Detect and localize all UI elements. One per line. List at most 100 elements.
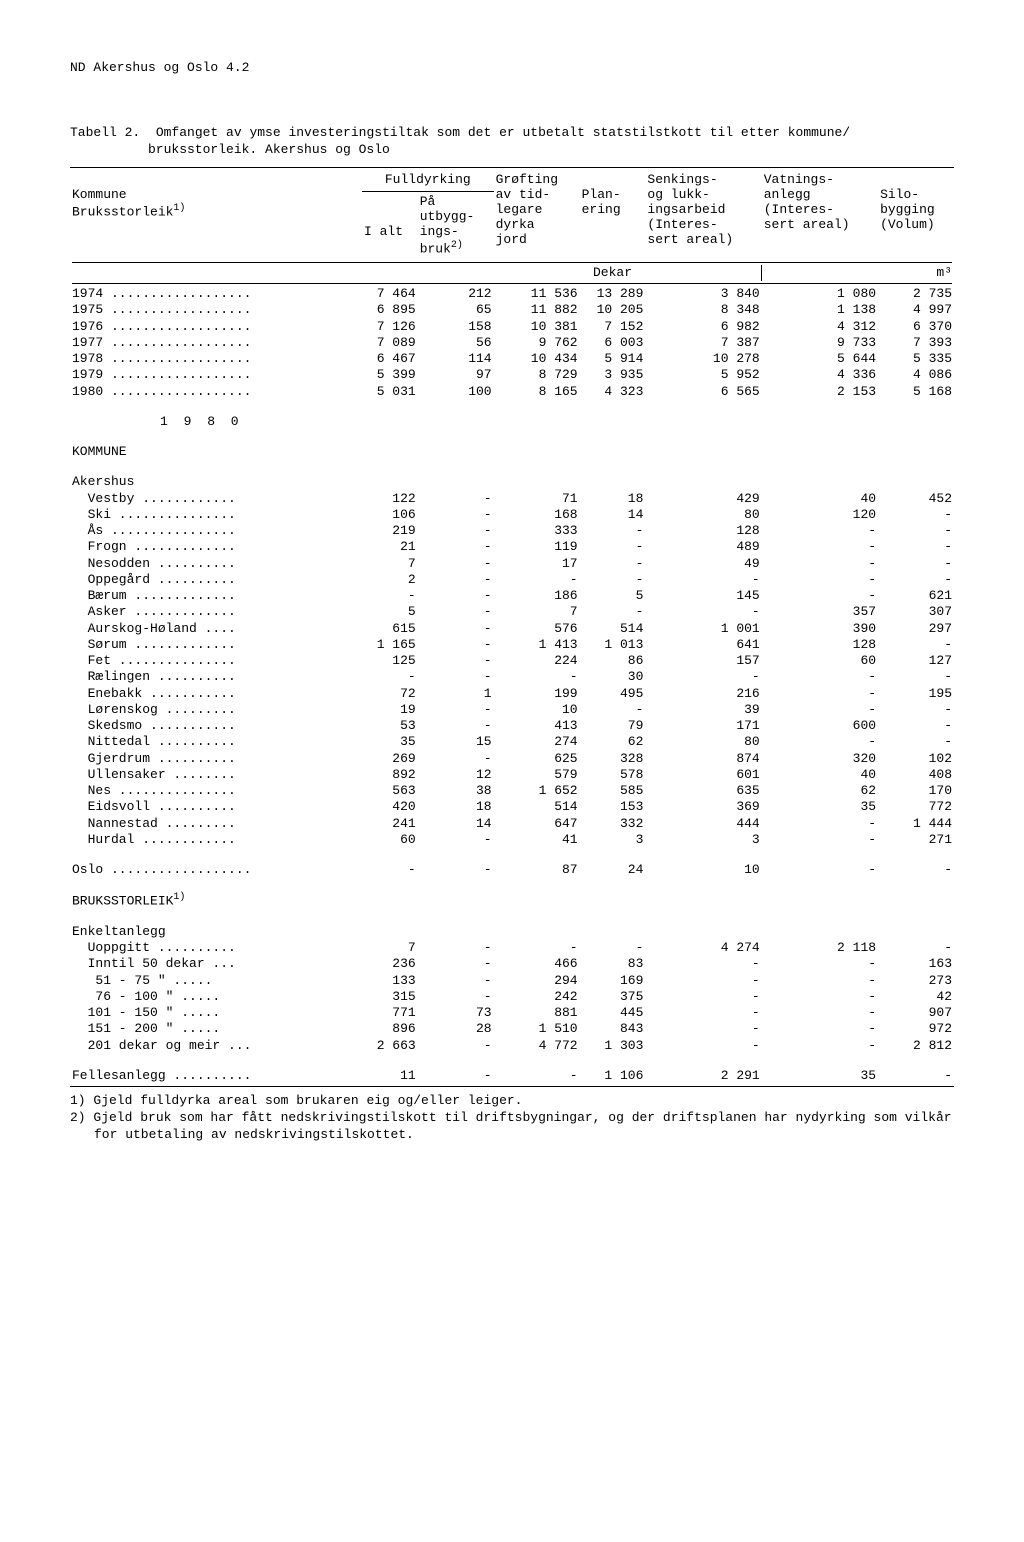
- enkel-heading: Enkeltanlegg: [70, 924, 362, 940]
- cell-senk: 429: [645, 491, 761, 507]
- cell-silo: 408: [878, 767, 954, 783]
- col-senk-5: sert areal): [647, 232, 733, 247]
- cell-plan: -: [580, 604, 646, 620]
- cell-vatn: -: [762, 556, 878, 572]
- table-row: Uoppgitt ..........7---4 2742 118-: [70, 940, 954, 956]
- cell-pa: 14: [418, 816, 494, 832]
- cell-silo: 772: [878, 799, 954, 815]
- row-label: Ski ...............: [70, 507, 362, 523]
- row-label: 51 - 75 " .....: [70, 973, 362, 989]
- cell-pa: -: [418, 637, 494, 653]
- cell-ialt: 106: [362, 507, 418, 523]
- row-label: Nes ...............: [70, 783, 362, 799]
- cell-grof: 186: [494, 588, 580, 604]
- cell-ialt: 122: [362, 491, 418, 507]
- cell-ialt: 420: [362, 799, 418, 815]
- col-silo-3: (Volum): [880, 217, 935, 232]
- cell-pa: -: [418, 1038, 494, 1054]
- cell-senk: -: [645, 1021, 761, 1037]
- cell-grof: 10 434: [494, 351, 580, 367]
- cell-pa: 212: [418, 286, 494, 302]
- row-label: Inntil 50 dekar ...: [70, 956, 362, 972]
- col-bruks-sup: 1): [173, 203, 185, 214]
- cell-vatn: 120: [762, 507, 878, 523]
- col-grof-4: dyrka: [496, 217, 535, 232]
- col-senk-4: (Interes-: [647, 217, 717, 232]
- cell-senk: 80: [645, 734, 761, 750]
- year-1980-heading: 1 9 8 0: [70, 414, 362, 430]
- cell-pa: 56: [418, 335, 494, 351]
- cell-silo: -: [878, 637, 954, 653]
- cell-grof: 1 413: [494, 637, 580, 653]
- cell-grof: 17: [494, 556, 580, 572]
- cell-pa: -: [418, 862, 494, 878]
- cell-plan: 843: [580, 1021, 646, 1037]
- cell-ialt: 563: [362, 783, 418, 799]
- row-label: 76 - 100 " .....: [70, 989, 362, 1005]
- cell-senk: -: [645, 973, 761, 989]
- cell-senk: 10 278: [645, 351, 761, 367]
- cell-ialt: 315: [362, 989, 418, 1005]
- table-row: Asker .............5-7--357307: [70, 604, 954, 620]
- cell-ialt: 7 126: [362, 319, 418, 335]
- cell-silo: 1 444: [878, 816, 954, 832]
- table-row: 101 - 150 " .....77173881445--907: [70, 1005, 954, 1021]
- col-vatn-1: Vatnings-: [764, 172, 834, 187]
- cell-plan: 86: [580, 653, 646, 669]
- row-label: Sørum .............: [70, 637, 362, 653]
- table-row: Ullensaker ........8921257957860140408: [70, 767, 954, 783]
- cell-grof: 119: [494, 539, 580, 555]
- col-bruks: Bruksstorleik: [72, 204, 173, 219]
- cell-pa: -: [418, 1068, 494, 1084]
- cell-senk: -: [645, 604, 761, 620]
- cell-plan: 514: [580, 621, 646, 637]
- cell-vatn: -: [762, 572, 878, 588]
- row-label: Bærum .............: [70, 588, 362, 604]
- row-label: Lørenskog .........: [70, 702, 362, 718]
- cell-senk: 8 348: [645, 302, 761, 318]
- cell-senk: -: [645, 989, 761, 1005]
- row-label: Ullensaker ........: [70, 767, 362, 783]
- cell-senk: 145: [645, 588, 761, 604]
- table-row: 1975 ..................6 8956511 88210 2…: [70, 302, 954, 318]
- cell-silo: -: [878, 718, 954, 734]
- cell-plan: -: [580, 523, 646, 539]
- cell-plan: 79: [580, 718, 646, 734]
- cell-plan: 13 289: [580, 286, 646, 302]
- cell-ialt: 5 399: [362, 367, 418, 383]
- cell-senk: -: [645, 572, 761, 588]
- table-row: 1977 ..................7 089569 7626 003…: [70, 335, 954, 351]
- cell-plan: 375: [580, 989, 646, 1005]
- cell-vatn: 2 118: [762, 940, 878, 956]
- cell-senk: -: [645, 1005, 761, 1021]
- footnote-2: 2) Gjeld bruk som har fått nedskrivingst…: [70, 1110, 954, 1144]
- table-row: Oslo ..................--872410--: [70, 862, 954, 878]
- cell-vatn: -: [762, 862, 878, 878]
- cell-grof: 199: [494, 686, 580, 702]
- cell-grof: 71: [494, 491, 580, 507]
- cell-pa: -: [418, 588, 494, 604]
- row-label: 151 - 200 " .....: [70, 1021, 362, 1037]
- cell-pa: 12: [418, 767, 494, 783]
- col-ialt: I alt: [364, 224, 403, 239]
- cell-pa: 38: [418, 783, 494, 799]
- kommune-heading: KOMMUNE: [70, 444, 362, 460]
- cell-plan: 3: [580, 832, 646, 848]
- col-silo-1: Silo-: [880, 187, 919, 202]
- cell-pa: 100: [418, 384, 494, 400]
- cell-senk: -: [645, 669, 761, 685]
- cell-ialt: 236: [362, 956, 418, 972]
- table-row: Fellesanlegg ..........11--1 1062 29135-: [70, 1068, 954, 1084]
- cell-plan: 495: [580, 686, 646, 702]
- cell-plan: 5 914: [580, 351, 646, 367]
- cell-silo: -: [878, 702, 954, 718]
- cell-vatn: 1 080: [762, 286, 878, 302]
- cell-ialt: -: [362, 588, 418, 604]
- cell-senk: 6 982: [645, 319, 761, 335]
- cell-plan: 4 323: [580, 384, 646, 400]
- cell-ialt: 11: [362, 1068, 418, 1084]
- cell-pa: 28: [418, 1021, 494, 1037]
- cell-plan: 445: [580, 1005, 646, 1021]
- cell-grof: 87: [494, 862, 580, 878]
- cell-pa: -: [418, 832, 494, 848]
